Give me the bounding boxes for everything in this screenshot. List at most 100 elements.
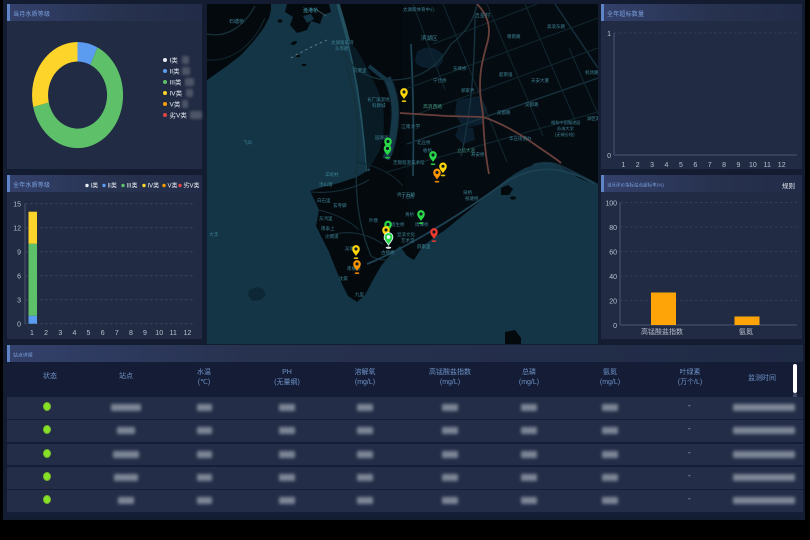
svg-text:(℃): (℃) (198, 379, 211, 386)
svg-text:东绛桥: 东绛桥 (453, 65, 467, 72)
svg-text:劣V类: 劣V类 (170, 110, 188, 119)
svg-text:PH: PH (282, 369, 292, 376)
svg-text:祝塘桥: 祝塘桥 (465, 195, 479, 202)
svg-text:高锰酸盐指数: 高锰酸盐指数 (429, 367, 471, 376)
svg-text:100: 100 (605, 201, 617, 208)
svg-text:郑家弄: 郑家弄 (461, 87, 475, 94)
svg-text:监测时间: 监测时间 (748, 373, 776, 382)
svg-text:3: 3 (650, 162, 654, 169)
svg-text:9: 9 (17, 250, 21, 257)
svg-text:2: 2 (44, 330, 48, 337)
svg-text:北庄桥: 北庄桥 (417, 139, 431, 146)
svg-text:80: 80 (609, 225, 617, 232)
svg-text:(mg/L): (mg/L) (519, 379, 539, 386)
svg-text:20: 20 (609, 299, 617, 306)
svg-text:2: 2 (636, 162, 640, 169)
svg-text:园湖居: 园湖居 (375, 134, 389, 141)
svg-text:寿安桥: 寿安桥 (471, 151, 485, 158)
svg-text:机场路: 机场路 (585, 69, 598, 76)
svg-text:11: 11 (764, 162, 771, 169)
svg-text:江南大学: 江南大学 (401, 123, 420, 130)
svg-text:8: 8 (129, 330, 133, 337)
svg-text:长广溪湿地: 长广溪湿地 (367, 96, 390, 103)
svg-text:吴都路: 吴都路 (525, 101, 539, 108)
svg-text:泉桥: 泉桥 (463, 189, 472, 196)
svg-text:大浮: 大浮 (209, 231, 218, 238)
svg-text:板桥: 板桥 (423, 147, 432, 154)
svg-text:南泰上: 南泰上 (321, 225, 335, 231)
svg-text:薛家里: 薛家里 (417, 243, 431, 250)
svg-text:40: 40 (609, 274, 617, 281)
svg-text:3: 3 (58, 330, 62, 337)
svg-text:9: 9 (143, 330, 147, 337)
svg-text:15: 15 (13, 202, 21, 209)
svg-text:氨氮: 氨氮 (603, 367, 617, 376)
svg-text:锡南路: 锡南路 (507, 33, 521, 40)
svg-text:V类: V类 (168, 182, 178, 190)
svg-text:丁石桥: 丁石桥 (401, 193, 415, 200)
svg-text:滨湖区: 滨湖区 (421, 34, 438, 42)
svg-text:6: 6 (17, 274, 21, 281)
svg-text:12: 12 (13, 226, 21, 233)
svg-text:6: 6 (101, 330, 105, 337)
svg-text:(mg/L): (mg/L) (600, 379, 620, 386)
svg-text:12: 12 (184, 330, 192, 337)
svg-text:0: 0 (607, 153, 611, 160)
svg-text:11: 11 (170, 330, 177, 337)
svg-text:III类: III类 (127, 182, 138, 190)
svg-text:60: 60 (609, 250, 617, 257)
svg-text:艺术宫: 艺术宫 (401, 237, 415, 244)
svg-text:7: 7 (115, 330, 119, 337)
svg-text:(mg/L): (mg/L) (355, 379, 375, 386)
svg-text:苏海大学: 苏海大学 (557, 125, 574, 132)
svg-text:叶巷: 叶巷 (369, 217, 378, 224)
svg-text:4: 4 (665, 162, 669, 169)
svg-text:沈家: 沈家 (339, 275, 348, 282)
svg-text:5: 5 (679, 162, 683, 169)
svg-text:东鸿里: 东鸿里 (319, 215, 333, 222)
svg-text:IV类: IV类 (170, 88, 183, 97)
svg-text:叶绿素: 叶绿素 (680, 367, 701, 376)
svg-text:吴都路: 吴都路 (497, 109, 511, 116)
svg-text:白石里: 白石里 (317, 197, 331, 204)
svg-text:I类: I类 (170, 55, 179, 64)
svg-text:石塘桥: 石塘桥 (229, 18, 244, 25)
svg-text:渔港桥: 渔港桥 (303, 7, 318, 14)
svg-text:III类: III类 (170, 77, 182, 86)
svg-text:3: 3 (17, 298, 21, 305)
svg-text:南栅桥: 南栅桥 (347, 265, 361, 272)
svg-text:II类: II类 (108, 182, 117, 190)
svg-text:总磷: 总磷 (522, 367, 536, 376)
svg-text:溶解氧: 溶解氧 (355, 367, 376, 376)
svg-text:1: 1 (30, 330, 34, 337)
svg-text:I类: I类 (91, 182, 99, 190)
svg-text:(万个/L): (万个/L) (678, 378, 703, 386)
svg-text:周潭桥: 周潭桥 (415, 221, 429, 228)
svg-text:华庄街道办: 华庄街道办 (509, 135, 532, 142)
svg-text:玄寺脚: 玄寺脚 (333, 202, 347, 209)
svg-text:科教城: 科教城 (372, 102, 386, 109)
svg-text:湖区路: 湖区路 (587, 115, 598, 122)
svg-text:高浪西路: 高浪西路 (423, 103, 442, 110)
svg-text:古杨桥: 古杨桥 (381, 249, 395, 256)
svg-text:1: 1 (607, 31, 611, 38)
svg-text:站点: 站点 (119, 371, 133, 380)
svg-text:吴塘村: 吴塘村 (345, 245, 359, 252)
svg-text:6: 6 (693, 162, 697, 169)
svg-text:立信大道: 立信大道 (457, 147, 475, 154)
svg-text:九里: 九里 (355, 291, 364, 298)
svg-text:12: 12 (778, 162, 786, 169)
svg-text:8: 8 (722, 162, 726, 169)
svg-text:羊岐村: 羊岐村 (325, 171, 339, 178)
svg-text:高浪东路: 高浪东路 (547, 23, 565, 30)
svg-text:宁佳桥: 宁佳桥 (433, 77, 447, 84)
svg-text:太湖富乐湾: 太湖富乐湾 (331, 39, 354, 46)
svg-text:显滨文化: 显滨文化 (397, 231, 415, 238)
svg-text:10: 10 (155, 330, 163, 337)
svg-text:太湖新体育中心: 太湖新体育中心 (403, 6, 435, 13)
svg-text:无锡程湛美术馆: 无锡程湛美术馆 (393, 159, 425, 166)
svg-text:格和中国慢递园: 格和中国慢递园 (551, 119, 580, 126)
svg-text:高锰酸盐指数: 高锰酸盐指数 (641, 327, 683, 336)
svg-text:II类: II类 (170, 66, 181, 75)
svg-text:IV类: IV类 (148, 182, 160, 190)
